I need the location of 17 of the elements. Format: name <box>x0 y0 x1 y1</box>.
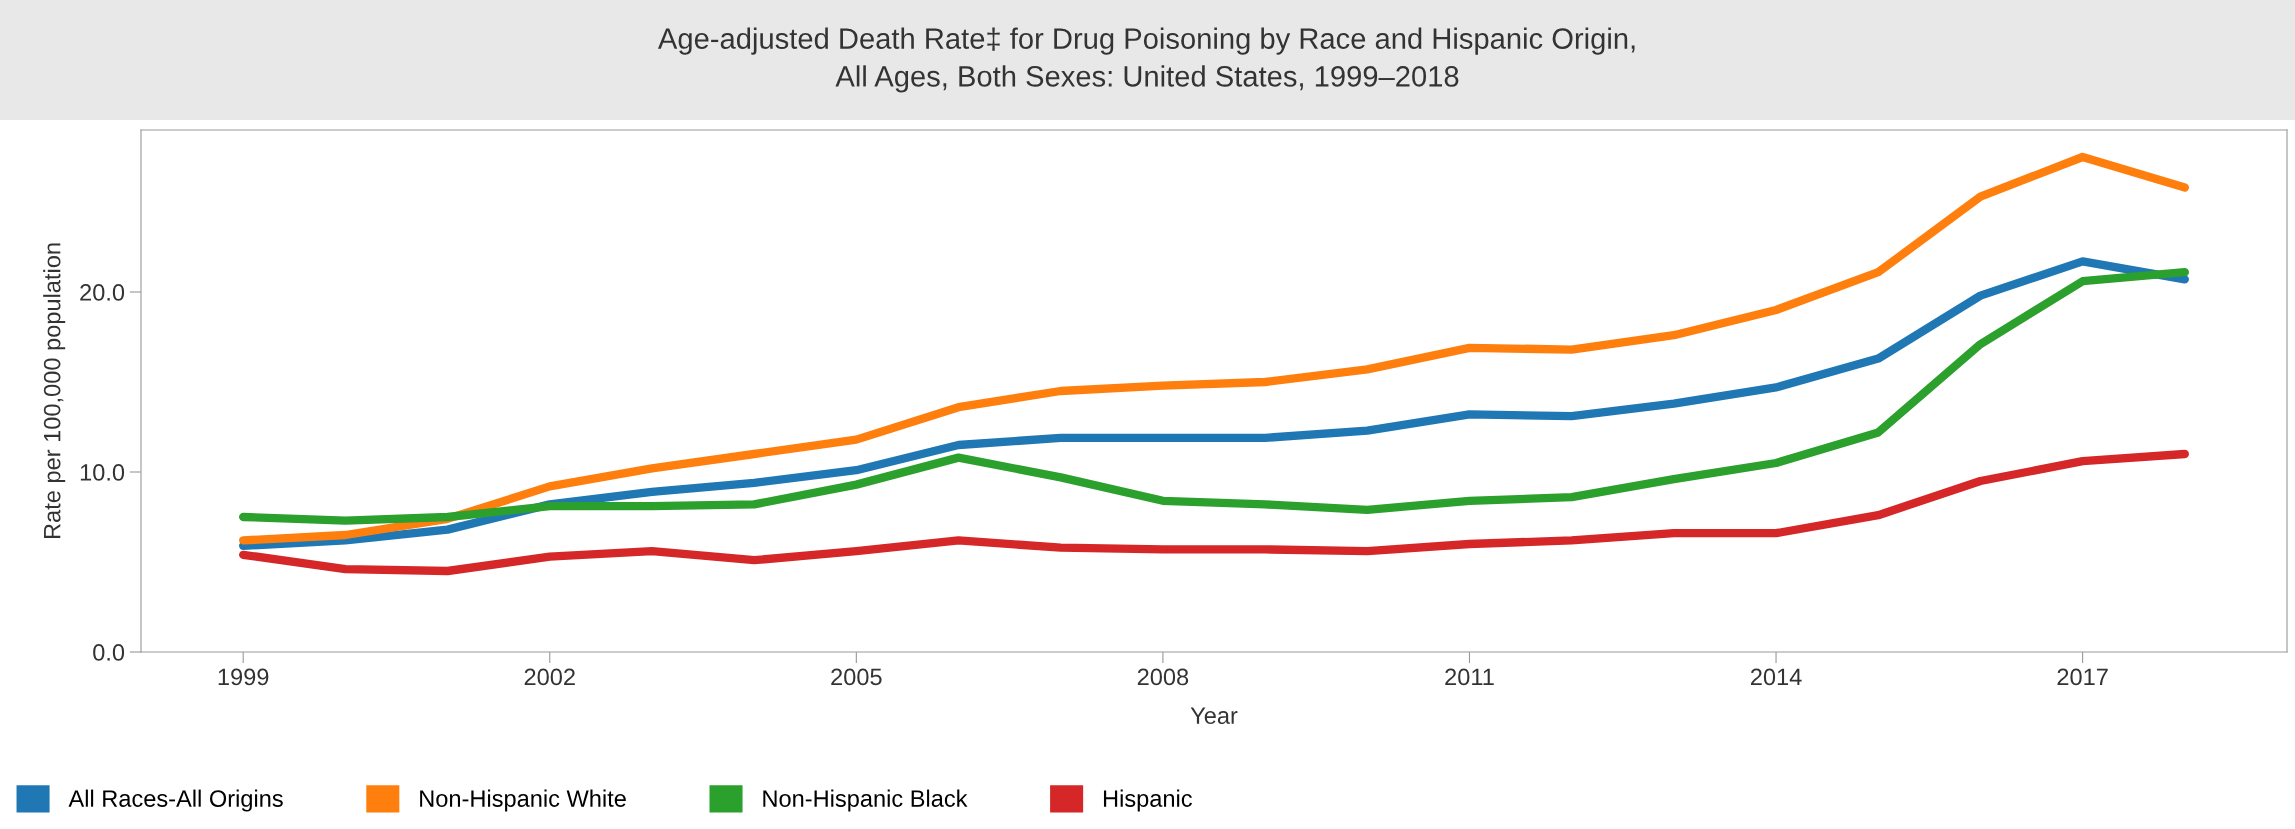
legend-label: Non-Hispanic Black <box>763 789 968 812</box>
x-axis-title: Year <box>1190 707 1238 724</box>
chart-title: Age-adjusted Death Rate‡ for Drug Poisoning by Race and Hispanic Origin, All Ages, Both Sexes: United States, 1999–2018 <box>657 27 1635 93</box>
x-tick-label: 2002 <box>524 668 575 686</box>
y-tick-label: 10.0 <box>80 464 125 481</box>
x-tick-label: 1999 <box>218 668 269 686</box>
x-tick-label: 2017 <box>2057 668 2108 686</box>
x-tick-label: 2014 <box>1750 668 1802 686</box>
y-axis-title: Rate per 100,000 population <box>43 243 66 539</box>
legend-label: Non-Hispanic White <box>420 789 626 812</box>
y-tick-label: 20.0 <box>80 284 125 301</box>
y-tick-label: 0.0 <box>93 644 125 661</box>
x-tick-label: 2005 <box>831 668 882 686</box>
x-tick-label: 2008 <box>1137 668 1189 686</box>
legend-label: Hispanic <box>1103 789 1192 812</box>
legend-label: All Races-All Origins <box>68 789 283 812</box>
x-tick-label: 2011 <box>1445 668 1494 686</box>
